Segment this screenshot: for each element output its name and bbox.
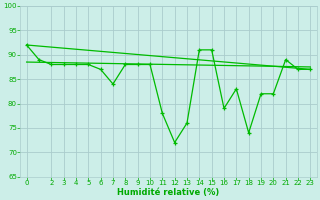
X-axis label: Humidité relative (%): Humidité relative (%): [117, 188, 220, 197]
